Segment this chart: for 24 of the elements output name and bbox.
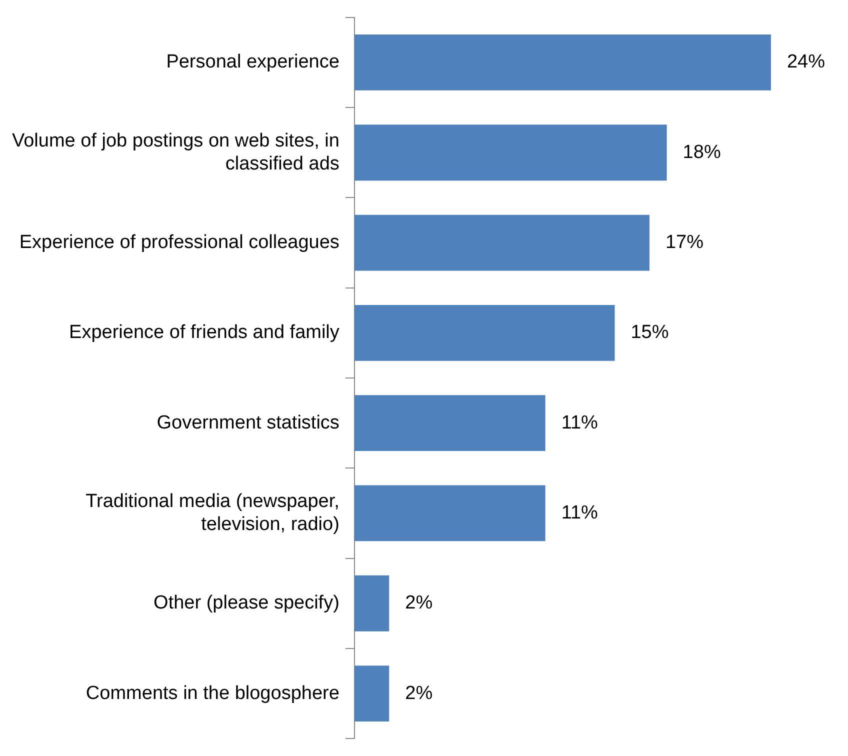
data-label: 24% — [786, 52, 826, 73]
y-tick-label: Personal experience — [166, 52, 340, 73]
y-tick-label: Experience of professional colleagues — [19, 232, 340, 254]
y-tick-label: Traditional media (newspaper, television, radio) — [86, 491, 340, 535]
data-label: 11% — [561, 502, 598, 524]
data-label: 18% — [682, 142, 721, 163]
data-label: 2% — [405, 592, 433, 614]
bar — [354, 666, 390, 722]
y-tick-label: Volume of job postings on web sites, in classified ads — [12, 130, 340, 174]
y-tick-label: Government statistics — [156, 412, 340, 434]
y-tick-label: Comments in the blogosphere — [86, 682, 340, 704]
y-tick-label: Experience of friends and family — [69, 322, 340, 344]
data-label: 15% — [630, 322, 669, 344]
bar — [354, 124, 667, 181]
data-label: 17% — [665, 232, 704, 254]
bar — [354, 395, 546, 452]
bar — [354, 304, 615, 361]
data-label: 11% — [561, 412, 598, 434]
data-label: 2% — [405, 682, 433, 704]
bar — [354, 485, 546, 542]
bar — [354, 214, 650, 271]
bar — [354, 34, 771, 90]
y-tick-label: Other (please specify) — [154, 592, 340, 614]
bar — [354, 575, 390, 632]
